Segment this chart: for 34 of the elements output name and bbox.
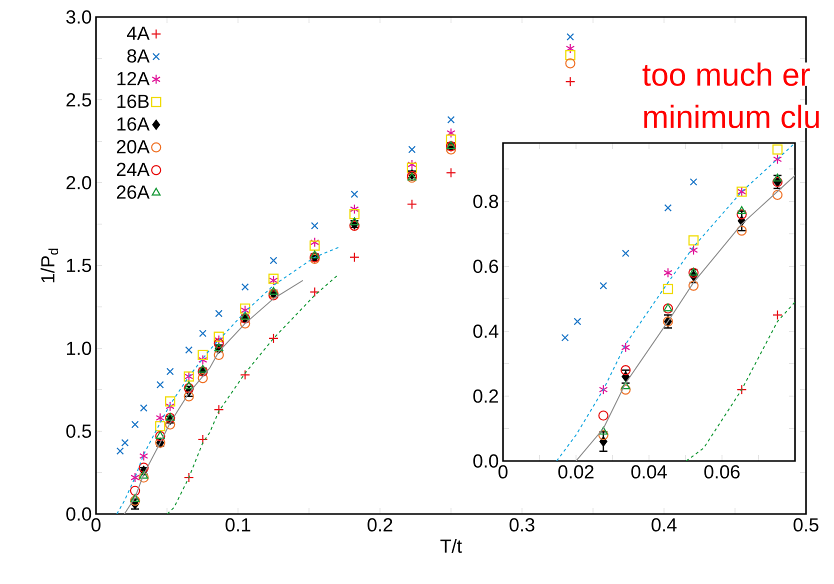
x-tick-label: 0 — [91, 518, 101, 532]
y-tick-label: 3.0 — [66, 10, 92, 24]
legend-label: 8A — [127, 49, 150, 63]
annotation: too much er — [642, 62, 810, 86]
x-tick-label: 0.4 — [652, 518, 677, 532]
legend-label: 26A — [116, 185, 150, 199]
x-tick-label: 0.04 — [631, 465, 667, 479]
y-tick-label: 0.5 — [66, 424, 92, 438]
x-tick-label: 0.3 — [510, 518, 534, 532]
y-tick-label: 0.0 — [473, 454, 498, 468]
y-tick-label: 0.8 — [473, 194, 498, 208]
annotation: minimum clu — [644, 104, 819, 128]
x-tick-label: 0.06 — [704, 465, 740, 479]
y-tick-label: 2.5 — [66, 93, 92, 107]
legend-label: 16A — [117, 117, 150, 131]
x-tick-label: 0.2 — [368, 518, 392, 532]
y-tick-label: 0.4 — [473, 324, 498, 338]
x-tick-label: 0.5 — [794, 518, 818, 532]
legend-label: 4A — [126, 26, 150, 40]
y-tick-label: 0.0 — [66, 507, 92, 521]
x-axis-title: T/t — [440, 538, 462, 553]
y-tick-label: 0.6 — [473, 260, 498, 274]
legend-label: 12A — [117, 72, 150, 86]
legend-label: 20A — [116, 140, 150, 154]
legend-label: 16B — [117, 94, 149, 108]
x-tick-label: 0 — [498, 465, 508, 479]
y-axis-title: 1/P$_{d}$ — [40, 248, 58, 282]
x-tick-label: 0.02 — [558, 465, 594, 479]
x-tick-label: 0.1 — [226, 518, 250, 532]
y-tick-label: 1.5 — [67, 258, 92, 272]
legend-label: 24A — [116, 162, 150, 176]
y-tick-label: 2.0 — [66, 176, 92, 190]
y-tick-label: 0.2 — [473, 389, 498, 403]
y-tick-label: 1.0 — [67, 342, 92, 356]
